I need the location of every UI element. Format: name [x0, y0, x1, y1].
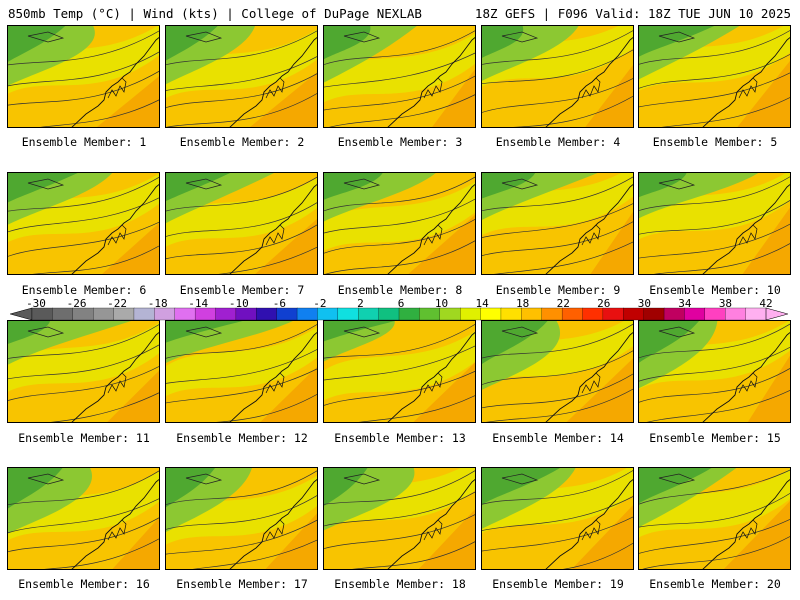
panel-label: Ensemble Member: 10 [649, 283, 781, 297]
colorbar-tick: 42 [759, 297, 773, 310]
ensemble-map-panel [165, 172, 318, 275]
panel-label: Ensemble Member: 15 [649, 431, 781, 445]
panel-label: Ensemble Member: 3 [337, 135, 463, 149]
panel-label: Ensemble Member: 7 [179, 283, 305, 297]
colorbar-tick: 26 [597, 297, 611, 310]
ensemble-map-panel [323, 172, 476, 275]
colorbar-tick: -18 [147, 297, 168, 310]
ensemble-map-panel [323, 25, 476, 128]
colorbar-tick: 2 [357, 297, 364, 310]
panel-label: Ensemble Member: 13 [334, 431, 466, 445]
panel-label: Ensemble Member: 5 [652, 135, 778, 149]
ensemble-map-panel [481, 25, 634, 128]
colorbar-tick: 10 [434, 297, 449, 310]
colorbar-tick: -14 [188, 297, 209, 310]
panel-label: Ensemble Member: 11 [18, 431, 150, 445]
ensemble-map-panel [638, 172, 791, 275]
ensemble-map-panel [7, 467, 160, 570]
panel-label: Ensemble Member: 18 [334, 577, 466, 591]
ensemble-map-panel [7, 25, 160, 128]
temperature-colorbar [10, 307, 788, 321]
ensemble-map-panel [7, 172, 160, 275]
ensemble-map-panel [323, 320, 476, 423]
colorbar-tick: 14 [475, 297, 489, 310]
colorbar-tick: -26 [66, 297, 87, 310]
panel-label: Ensemble Member: 4 [495, 135, 621, 149]
ensemble-map-panel [165, 320, 318, 423]
ensemble-map-panel [481, 467, 634, 570]
panel-label: Ensemble Member: 9 [495, 283, 621, 297]
model-run-info: 18Z GEFS | F096 Valid: 18Z TUE JUN 10 20… [474, 6, 791, 21]
colorbar-tick: -30 [26, 297, 46, 310]
panel-label: Ensemble Member: 19 [492, 577, 624, 591]
colorbar-tick: 34 [678, 297, 692, 310]
colorbar-tick: -10 [228, 297, 249, 310]
colorbar-tick: 6 [397, 297, 405, 310]
ensemble-map-panel [481, 172, 634, 275]
colorbar-tick: 30 [637, 297, 651, 310]
panel-label: Ensemble Member: 14 [492, 431, 624, 445]
ensemble-map-panel [638, 25, 791, 128]
panel-label: Ensemble Member: 17 [176, 577, 308, 591]
panel-label: Ensemble Member: 1 [21, 135, 147, 149]
panel-label: Ensemble Member: 6 [21, 283, 147, 297]
colorbar-tick: 22 [556, 297, 570, 310]
panel-label: Ensemble Member: 20 [649, 577, 781, 591]
ensemble-map-panel [165, 25, 318, 128]
colorbar-tick: -22 [107, 297, 128, 310]
panel-label: Ensemble Member: 16 [18, 577, 150, 591]
panel-label: Ensemble Member: 8 [337, 283, 463, 297]
colorbar-tick: -2 [313, 297, 327, 310]
ensemble-map-panel [323, 467, 476, 570]
map-title: 850mb Temp (°C) | Wind (kts) | College o… [8, 6, 422, 21]
ensemble-map-panel [638, 320, 791, 423]
ensemble-map-panel [165, 467, 318, 570]
ensemble-map-panel [7, 320, 160, 423]
colorbar-tick: 18 [516, 297, 530, 310]
ensemble-map-panel [638, 467, 791, 570]
colorbar-tick: 38 [718, 297, 733, 310]
panel-label: Ensemble Member: 12 [176, 431, 308, 445]
ensemble-map-panel [481, 320, 634, 423]
panel-label: Ensemble Member: 2 [179, 135, 305, 149]
colorbar-tick: -6 [272, 297, 286, 310]
